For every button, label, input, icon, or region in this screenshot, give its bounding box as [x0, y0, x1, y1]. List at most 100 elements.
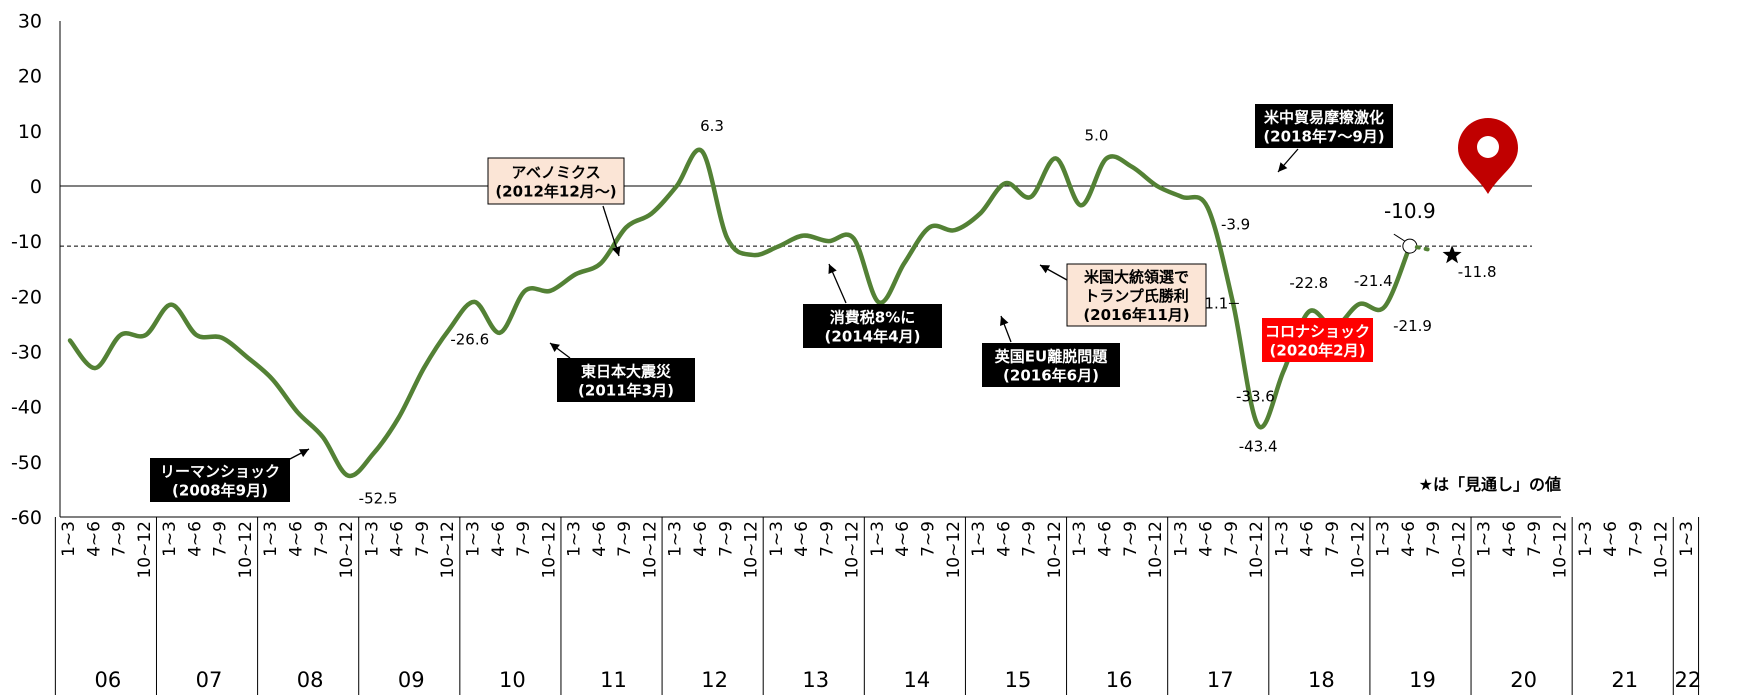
last-point-marker: [1402, 238, 1418, 254]
x-tick-label-quarter: 7~9: [211, 521, 231, 557]
x-tick-label-quarter: 10~12: [1348, 521, 1368, 579]
data-label: -52.5: [359, 490, 398, 508]
x-tick-label-year: 09: [398, 668, 425, 692]
x-tick-label-quarter: 10~12: [640, 521, 660, 579]
data-label-leader: [1393, 233, 1406, 242]
x-tick-label-quarter: 4~6: [1197, 521, 1217, 557]
x-tick-label-quarter: 10~12: [1247, 521, 1267, 579]
data-label: -22.8: [1289, 274, 1328, 292]
x-tick-label-quarter: 1~3: [1171, 521, 1191, 557]
x-tick-label-quarter: 1~3: [666, 521, 686, 557]
annotation-box-bg: [982, 343, 1120, 387]
arrowhead-icon: [611, 246, 621, 256]
data-label: -11.8: [1458, 263, 1497, 281]
x-tick-label-quarter: 1~3: [463, 521, 483, 557]
x-tick-label-quarter: 10~12: [944, 521, 964, 579]
x-tick-label-quarter: 1~3: [969, 521, 989, 557]
x-tick-label-quarter: 1~3: [261, 521, 281, 557]
annotation-box-bg: [487, 157, 625, 205]
x-tick-label-quarter: 4~6: [1298, 521, 1318, 557]
x-tick-label-year: 08: [297, 668, 324, 692]
x-tick-label-quarter: 7~9: [312, 521, 332, 557]
y-tick-label: 10: [18, 121, 42, 143]
x-tick-label-quarter: 1~3: [160, 521, 180, 557]
annotation-text: トランプ氏勝利: [1084, 287, 1189, 305]
y-tick-label: -20: [11, 286, 42, 308]
arrowhead-icon: [550, 343, 560, 352]
data-label: -33.6: [1236, 387, 1275, 405]
annotation-text: (2018年7～9月): [1263, 128, 1384, 146]
pin-hole: [1477, 136, 1499, 158]
footnote: ★は「見通し」の値: [1419, 475, 1561, 494]
x-tick-label-year: 13: [802, 668, 829, 692]
x-tick-label-year: 22: [1675, 668, 1702, 692]
x-tick-label-quarter: 1~3: [362, 521, 382, 557]
annotation-text: (2011年3月): [578, 382, 674, 400]
x-tick-label-quarter: 10~12: [843, 521, 863, 579]
x-tick-label-quarter: 7~9: [413, 521, 433, 557]
annotation-text: コロナショック: [1265, 323, 1370, 341]
x-tick-label-quarter: 7~9: [615, 521, 635, 557]
arrowhead-icon: [828, 264, 837, 275]
annotation-text: (2016年6月): [1003, 367, 1099, 385]
x-tick-label-quarter: 4~6: [1399, 521, 1419, 557]
data-label: -21.4: [1354, 272, 1393, 290]
x-tick-label-quarter: 10~12: [1146, 521, 1166, 579]
x-tick-label-quarter: 4~6: [590, 521, 610, 557]
series-layer: [67, 147, 1462, 479]
x-tick-label-quarter: 4~6: [489, 521, 509, 557]
x-tick-label-quarter: 4~6: [185, 521, 205, 557]
annotation-text: (2012年12月～): [495, 183, 616, 201]
data-label: 5.0: [1085, 126, 1109, 144]
y-tick-label: 30: [18, 11, 42, 33]
x-tick-label-quarter: 7~9: [514, 521, 534, 557]
annotation-box-bg: [1255, 104, 1393, 148]
annotation-text: 消費税8%に: [830, 309, 915, 327]
annotation-box-bg: [557, 358, 695, 402]
annotation-text: (2016年11月): [1083, 306, 1189, 324]
x-tick-label-quarter: 7~9: [1323, 521, 1343, 557]
annotation-text: 東日本大震災: [581, 363, 672, 381]
x-tick-label-year: 07: [196, 668, 223, 692]
data-label: -21.9: [1393, 317, 1432, 335]
data-label: -3.9: [1221, 216, 1250, 234]
annotation-box-bg: [1262, 318, 1373, 362]
annotation-box-bg: [803, 304, 942, 348]
x-tick-label-quarter: 1~3: [767, 521, 787, 557]
x-tick-label-quarter: 10~12: [438, 521, 458, 579]
x-tick-label-quarter: 4~6: [287, 521, 307, 557]
annotation-text: (2008年9月): [172, 482, 268, 500]
annotation-box: 英国EU離脱問題(2016年6月): [982, 315, 1120, 387]
x-tick-label-quarter: 7~9: [1121, 521, 1141, 557]
forecast-connector: [1414, 245, 1434, 253]
x-tick-label-quarter: 1~3: [1374, 521, 1394, 557]
x-tick-label-quarter: 7~9: [1222, 521, 1242, 557]
annotation-text: リーマンショック: [160, 463, 280, 481]
x-tick-label-quarter: 10~12: [742, 521, 762, 579]
x-tick-label-quarter: 1~3: [1070, 521, 1090, 557]
x-tick-label-year: 06: [95, 668, 122, 692]
x-tick-label-year: 15: [1005, 668, 1032, 692]
annotation-text: (2020年2月): [1270, 342, 1366, 360]
x-tick-label-quarter: 10~12: [1551, 521, 1571, 579]
x-tick-label-quarter: 7~9: [1525, 521, 1545, 557]
data-label: -10.9: [1384, 199, 1436, 223]
x-tick-label-quarter: 4~6: [388, 521, 408, 557]
x-tick-label-quarter: 7~9: [716, 521, 736, 557]
pin-icon: [1458, 118, 1518, 194]
annotation-box: コロナショック(2020年2月): [1262, 318, 1373, 362]
annotation-text: (2014年4月): [825, 328, 921, 346]
x-tick-label-quarter: 4~6: [893, 521, 913, 557]
x-tick-label-quarter: 4~6: [1500, 521, 1520, 557]
forecast-star-icon: [1442, 245, 1462, 264]
annotation-box: リーマンショック(2008年9月): [150, 448, 310, 502]
x-tick-label-quarter: 10~12: [1449, 521, 1469, 579]
annotation-box: 米中貿易摩擦激化(2018年7～9月): [1255, 104, 1393, 173]
annotation-text: アベノミクス: [511, 164, 600, 182]
annotation-box: 消費税8%に(2014年4月): [803, 263, 942, 348]
x-tick-label-year: 19: [1409, 668, 1436, 692]
annotation-box: 東日本大震災(2011年3月): [549, 342, 695, 402]
y-tick-label: 20: [18, 66, 42, 88]
